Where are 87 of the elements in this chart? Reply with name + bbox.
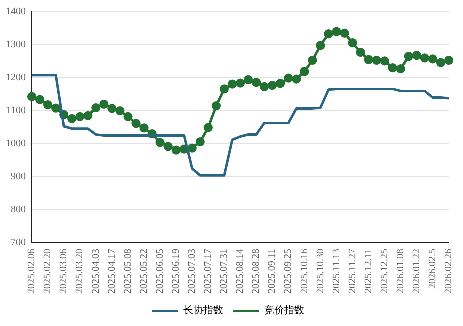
point [43,100,53,110]
point [332,27,342,36]
point [124,112,133,122]
point [420,54,430,63]
x-tick-label: 2025.08.14 [235,249,246,294]
point [140,124,149,133]
point [388,64,398,73]
point [212,102,221,111]
y-tick-label: 1300 [6,40,26,51]
point [156,138,165,148]
x-tick-label: 2025.07.31 [219,249,230,294]
point [380,56,390,66]
point [412,51,422,60]
point [356,48,366,58]
y-tick-label: 1000 [6,138,26,150]
point [340,28,350,38]
y-tick-label: 900 [11,172,26,183]
point [76,112,85,122]
point [268,81,278,90]
point [52,104,61,113]
x-tick-label: 2026.02.26 [444,249,455,294]
point [444,56,454,66]
x-tick-label: 2026.01.22 [412,249,423,294]
point [236,78,246,88]
point [172,146,181,155]
y-tick-label: 1100 [6,106,26,117]
x-tick-label: 2025.11.13 [331,249,342,294]
x-tick-label: 2025.11.27 [347,249,358,294]
x-tick-label: 2025.08.28 [251,249,262,294]
point [372,56,382,66]
x-tick-label: 2025.05.08 [122,249,134,294]
point [164,142,173,152]
x-tick-label: 2025.06.05 [154,249,166,294]
point [300,67,310,76]
point [35,95,45,104]
point [132,118,141,128]
point [27,92,37,102]
y-tick-label: 800 [11,204,26,216]
x-tick-label: 2025.05.22 [138,249,150,294]
point [68,114,77,124]
point [244,75,254,85]
point [252,78,262,88]
x-tick-label: 2025.12.11 [363,249,374,294]
point [220,84,230,94]
point [428,54,438,64]
x-tick-label: 2026.02.5 [428,249,439,289]
legend-label: 竞价指数 [264,304,304,317]
point [92,103,101,113]
x-tick-label: 2026.01.08 [396,249,407,294]
point [196,137,205,147]
x-tick-label: 2025.02.06 [26,249,38,294]
x-tick-label: 2025.03.20 [74,249,86,294]
x-tick-label: 2025.07.03 [187,249,198,294]
x-tick-label: 2025.06.19 [170,249,182,294]
point [316,41,326,50]
point [364,55,374,64]
point [292,74,302,84]
point [284,74,294,83]
x-tick-label: 2025.07.17 [203,249,214,294]
point [204,123,213,132]
legend-label: 长协指数 [184,304,224,317]
point [396,64,406,74]
x-tick-label: 2025.10.16 [299,249,310,294]
y-tick-label: 1200 [6,72,26,84]
point [308,56,318,66]
x-tick-label: 2025.04.03 [90,249,102,294]
point [404,52,414,62]
x-tick-label: 2025.02.20 [42,249,54,294]
point [188,144,197,153]
point [436,58,446,68]
point [116,106,125,116]
x-tick-label: 2025.04.17 [106,249,118,294]
point [260,82,270,92]
point [100,100,109,109]
point [84,111,93,120]
x-tick-label: 2025.03.06 [58,249,70,294]
y-tick-label: 1400 [6,6,26,18]
point [324,30,334,39]
point [108,104,117,114]
point [276,79,286,88]
point [228,80,238,89]
x-tick-label: 2025.09.25 [283,249,294,294]
y-tick-label: 700 [11,238,26,249]
point [348,38,358,48]
x-tick-label: 2025.12.25 [379,249,390,294]
x-tick-label: 2025.09.11 [267,249,278,294]
x-tick-label: 2025.10.30 [315,249,326,294]
